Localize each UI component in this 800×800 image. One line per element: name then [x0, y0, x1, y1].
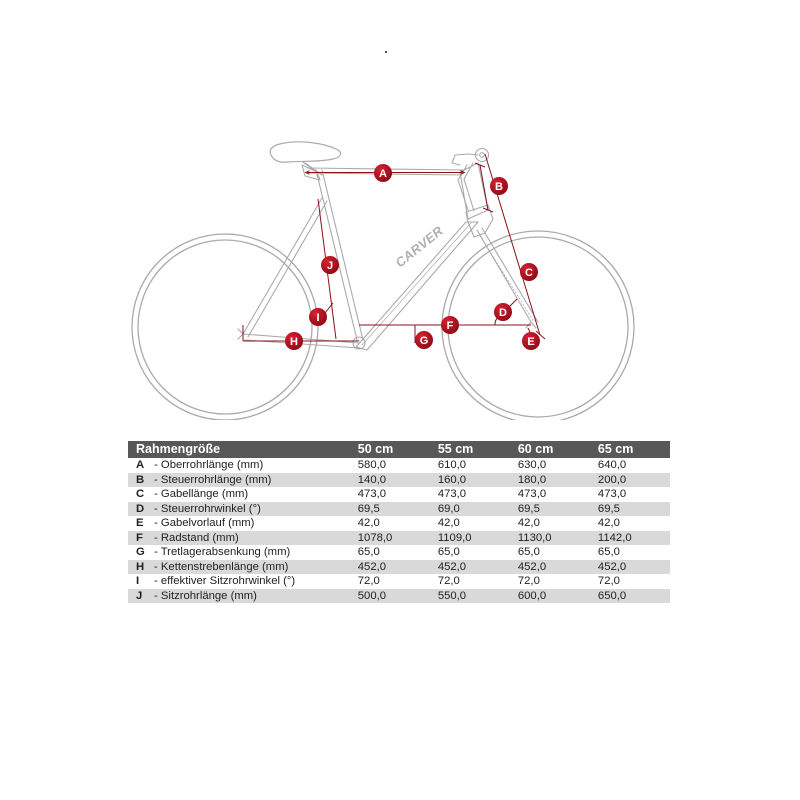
svg-text:C: C — [525, 267, 533, 279]
svg-text:D: D — [499, 307, 507, 319]
svg-text:H: H — [290, 336, 298, 348]
svg-text:F: F — [447, 320, 454, 332]
svg-text:A: A — [379, 168, 387, 180]
svg-text:E: E — [527, 336, 534, 348]
svg-text:J: J — [327, 260, 333, 272]
svg-text:CARVER: CARVER — [392, 223, 446, 271]
svg-text:I: I — [316, 312, 319, 324]
svg-text:B: B — [495, 181, 503, 193]
svg-text:G: G — [420, 335, 429, 347]
